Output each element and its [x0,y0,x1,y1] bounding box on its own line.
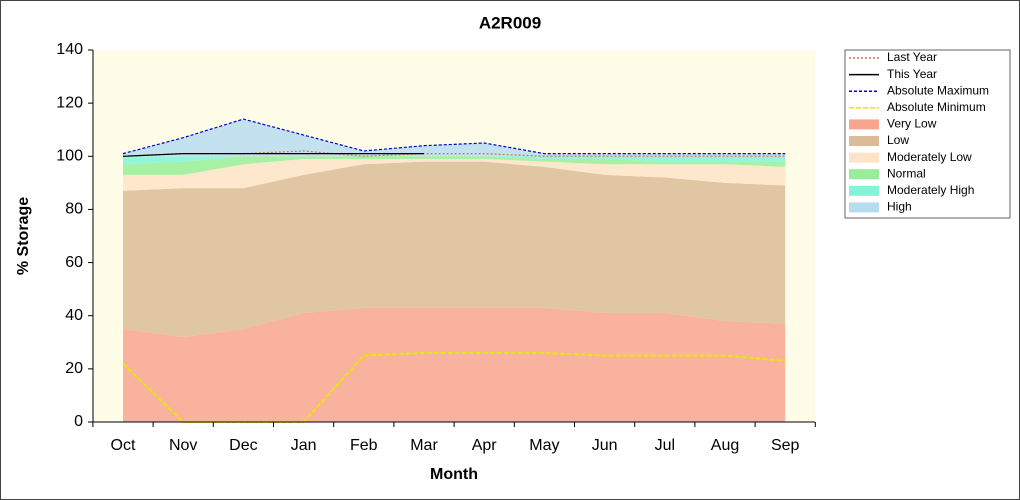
legend-swatch [849,169,879,180]
x-tick-label: Jan [291,437,317,454]
legend-label: Normal [887,166,926,180]
x-tick-label: Sep [771,437,800,454]
legend-label: Low [887,133,909,147]
x-tick-label: Jun [592,437,618,454]
series-line [122,150,786,157]
y-tick-label: 60 [65,254,83,271]
y-tick-label: 40 [65,307,83,324]
y-axis-label: % Storage [15,197,32,275]
band-area [123,119,786,157]
band-area [123,156,786,175]
y-tick-label: 140 [56,41,83,58]
legend-swatch [849,185,879,196]
x-tick-label: Nov [169,437,197,454]
x-tick-label: Dec [229,437,257,454]
legend-label: Absolute Minimum [887,100,986,114]
chart-title: A2R009 [479,13,541,32]
y-tick-label: 20 [65,360,83,377]
y-tick-label: 120 [56,94,83,111]
y-tick-label: 100 [56,148,83,165]
x-tick-label: Aug [711,437,739,454]
x-tick-label: Jul [655,437,675,454]
y-tick-label: 0 [74,413,83,430]
legend-swatch [849,119,879,130]
series-line [122,118,786,155]
legend-swatch [849,152,879,163]
band-area [123,307,786,422]
y-tick-label: 80 [65,201,83,218]
legend-label: Absolute Maximum [887,83,989,97]
x-tick-label: Mar [410,437,438,454]
legend-label: This Year [887,67,937,81]
band-area [123,161,786,337]
legend-label: Very Low [887,117,937,131]
x-tick-label: Feb [350,437,378,454]
legend-label: High [887,200,912,214]
x-axis-label: Month [430,466,478,483]
legend-label: Moderately High [887,183,974,197]
legend-swatch [849,202,879,213]
legend-label: Last Year [887,50,937,64]
x-tick-label: Apr [472,437,498,454]
series-line [122,153,424,157]
band-area [123,156,786,165]
legend-label: Moderately Low [887,150,972,164]
legend-swatch [849,136,879,146]
x-tick-label: May [529,437,559,454]
x-tick-label: Oct [111,437,136,454]
band-area [123,158,786,191]
